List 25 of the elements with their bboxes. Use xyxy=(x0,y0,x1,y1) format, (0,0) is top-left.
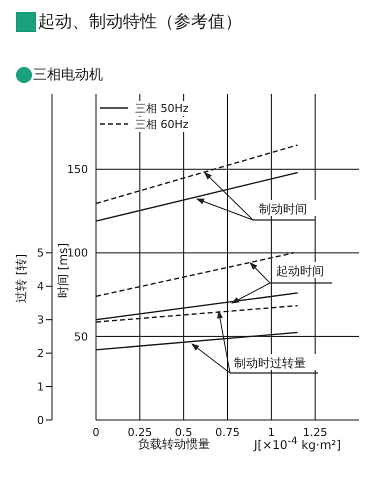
y2-axis-title: 过转 [转] xyxy=(14,253,30,303)
y2-tick-label: 4 xyxy=(37,280,44,294)
x-tick-label: 0.25 xyxy=(128,426,152,439)
legend-label: 三相 50Hz xyxy=(134,100,190,116)
text: J[×10$^{-4}$ kg·m²] xyxy=(254,436,341,452)
y2-tick-label: 2 xyxy=(37,347,44,360)
x-tick-label: 1 xyxy=(268,426,275,439)
x-tick-label: 0.75 xyxy=(215,426,240,439)
chart-subtitle: 三相电动机 xyxy=(33,66,103,84)
chart-title: 起动、制动特性（参考值） xyxy=(38,11,242,33)
x-tick-label: 0.5 xyxy=(174,426,192,439)
annotation: 制动时过转量 xyxy=(234,356,306,370)
y2-tick-label: 0 xyxy=(37,414,44,427)
x-tick-label: 0 xyxy=(92,426,100,439)
y-tick-label: 50 xyxy=(74,330,88,344)
legend-label: 三相 60Hz xyxy=(134,116,190,132)
x-tick-label: 1.25 xyxy=(302,426,328,439)
y2-tick-label: 1 xyxy=(37,380,44,394)
annotation: 起动时间 xyxy=(276,264,324,278)
y-tick-label: 150 xyxy=(67,163,88,176)
annotation: 制动时间 xyxy=(259,202,307,216)
y-tick-label: 100 xyxy=(67,246,88,260)
x-axis-title: 负载转动惯量 xyxy=(138,436,210,453)
y2-tick-label: 3 xyxy=(37,314,44,327)
y2-tick-label: 5 xyxy=(37,246,44,260)
